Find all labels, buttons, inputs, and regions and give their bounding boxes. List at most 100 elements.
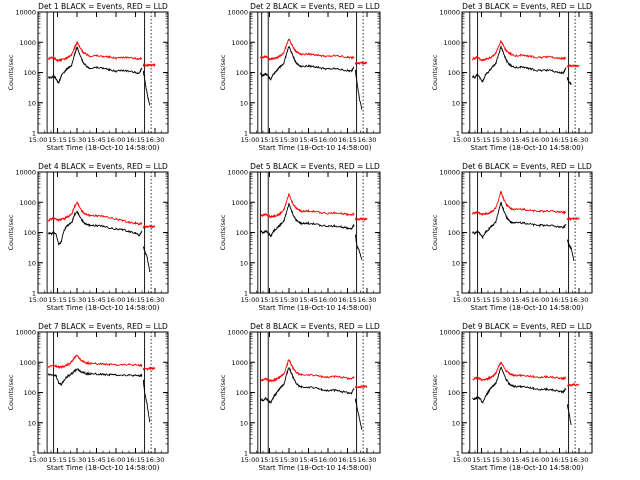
panel-title: Det 2 BLACK = Events, RED = LLD bbox=[250, 2, 380, 11]
x-tick-label: 16:00 bbox=[319, 456, 338, 464]
detector-panel-3: Det 3 BLACK = Events, RED = LLD 1 10 100 100… bbox=[431, 2, 593, 152]
x-tick-label: 15:30 bbox=[492, 456, 511, 464]
x-tick-label: 16:00 bbox=[107, 296, 126, 304]
x-tick-label: 15:15 bbox=[48, 456, 67, 464]
y-tick-label: 100 bbox=[24, 69, 36, 77]
x-tick-label: 15:30 bbox=[280, 456, 299, 464]
y-tick-label: 1 bbox=[456, 290, 460, 298]
events-series-line bbox=[260, 46, 355, 81]
detector-panel-4: Det 4 BLACK = Events, RED = LLD 1 10 100 100… bbox=[7, 162, 169, 312]
lld-tail-line bbox=[354, 61, 368, 66]
y-axis-label: Counts/sec bbox=[431, 54, 439, 90]
x-axis-label: Start Time (18-Oct-10 14:58:00) bbox=[259, 464, 372, 472]
events-series-line bbox=[47, 368, 143, 386]
y-tick-label: 100 bbox=[448, 389, 460, 397]
lld-series-line bbox=[48, 201, 143, 226]
events-series-line bbox=[260, 202, 355, 238]
x-tick-label: 16:00 bbox=[531, 456, 550, 464]
y-tick-label: 10 bbox=[452, 99, 460, 107]
events-tail-line bbox=[142, 379, 151, 423]
x-tick-label: 16:00 bbox=[107, 136, 126, 144]
panel-title: Det 7 BLACK = Events, RED = LLD bbox=[38, 322, 168, 331]
x-tick-label: 15:15 bbox=[472, 136, 491, 144]
x-tick-label: 15:45 bbox=[87, 456, 106, 464]
y-tick-label: 10 bbox=[28, 259, 36, 267]
x-tick-label: 16:00 bbox=[531, 296, 550, 304]
events-tail-line bbox=[566, 77, 572, 85]
plot-frame bbox=[249, 331, 381, 454]
x-tick-label: 15:30 bbox=[68, 136, 87, 144]
y-tick-label: 100 bbox=[448, 229, 460, 237]
detector-panel-9: Det 9 BLACK = Events, RED = LLD 1 10 100 100… bbox=[431, 322, 593, 472]
y-tick-label: 1000 bbox=[443, 199, 460, 207]
y-tick-label: 100 bbox=[24, 229, 36, 237]
y-tick-label: 10000 bbox=[439, 329, 460, 337]
y-tick-label: 10000 bbox=[439, 169, 460, 177]
y-tick-label: 100 bbox=[448, 69, 460, 77]
plot-frame bbox=[37, 171, 169, 294]
x-tick-label: 16:15 bbox=[550, 296, 569, 304]
y-tick-label: 10000 bbox=[227, 329, 248, 337]
y-tick-label: 100 bbox=[236, 69, 248, 77]
y-axis-label: Counts/sec bbox=[219, 54, 227, 90]
detector-panel-2: Det 2 BLACK = Events, RED = LLD 1 10 100 100… bbox=[219, 2, 381, 152]
events-tail-line bbox=[354, 234, 363, 260]
x-tick-label: 15:30 bbox=[68, 456, 87, 464]
x-axis-label: Start Time (18-Oct-10 14:58:00) bbox=[471, 144, 584, 152]
panel-title: Det 8 BLACK = Events, RED = LLD bbox=[250, 322, 380, 331]
y-tick-label: 1000 bbox=[19, 359, 36, 367]
y-tick-label: 1000 bbox=[231, 39, 248, 47]
events-series-line bbox=[48, 46, 143, 84]
y-axis-label: Counts/sec bbox=[431, 374, 439, 410]
y-axis-label: Counts/sec bbox=[219, 214, 227, 250]
y-tick-label: 100 bbox=[236, 229, 248, 237]
x-axis-label: Start Time (18-Oct-10 14:58:00) bbox=[47, 464, 160, 472]
events-tail-line bbox=[566, 239, 575, 261]
x-tick-label: 15:45 bbox=[87, 296, 106, 304]
detector-panel-5: Det 5 BLACK = Events, RED = LLD 1 10 100 100… bbox=[219, 162, 381, 312]
lld-tail-line bbox=[142, 366, 156, 372]
x-tick-label: 15:45 bbox=[511, 456, 530, 464]
lld-tail-line bbox=[567, 382, 580, 388]
x-axis-label: Start Time (18-Oct-10 14:58:00) bbox=[259, 144, 372, 152]
panel-title: Det 9 BLACK = Events, RED = LLD bbox=[462, 322, 592, 331]
lld-series-line bbox=[260, 359, 355, 383]
events-tail-line bbox=[566, 404, 572, 426]
x-tick-label: 16:30 bbox=[146, 296, 165, 304]
y-tick-label: 10 bbox=[240, 259, 248, 267]
lld-tail-line bbox=[566, 215, 580, 222]
x-tick-label: 16:30 bbox=[570, 136, 589, 144]
x-tick-label: 16:30 bbox=[570, 456, 589, 464]
x-tick-label: 15:00 bbox=[241, 296, 260, 304]
x-tick-label: 15:45 bbox=[299, 136, 318, 144]
x-tick-label: 15:30 bbox=[492, 296, 511, 304]
panel-title: Det 3 BLACK = Events, RED = LLD bbox=[462, 2, 592, 11]
y-tick-label: 10 bbox=[28, 419, 36, 427]
y-tick-label: 10 bbox=[452, 419, 460, 427]
plot-frame bbox=[461, 11, 593, 134]
detector-panel-6: Det 6 BLACK = Events, RED = LLD 1 10 100 100… bbox=[431, 162, 593, 312]
x-tick-label: 16:30 bbox=[146, 456, 165, 464]
y-tick-label: 10000 bbox=[15, 329, 36, 337]
x-tick-label: 16:15 bbox=[338, 296, 357, 304]
x-tick-label: 15:00 bbox=[453, 296, 472, 304]
y-tick-label: 100 bbox=[24, 389, 36, 397]
lld-series-line bbox=[471, 190, 567, 216]
y-tick-label: 10000 bbox=[227, 9, 248, 17]
x-tick-label: 15:30 bbox=[280, 296, 299, 304]
x-tick-label: 16:30 bbox=[358, 136, 377, 144]
lld-series-line bbox=[48, 41, 143, 63]
y-tick-label: 10000 bbox=[439, 9, 460, 17]
x-tick-label: 15:00 bbox=[241, 136, 260, 144]
x-tick-label: 15:45 bbox=[511, 296, 530, 304]
y-tick-label: 1000 bbox=[443, 359, 460, 367]
lld-series-line bbox=[259, 38, 355, 61]
x-tick-label: 15:15 bbox=[472, 296, 491, 304]
events-series-line bbox=[259, 367, 355, 404]
y-tick-label: 1 bbox=[244, 290, 248, 298]
lld-tail-line bbox=[142, 62, 156, 68]
events-tail-line bbox=[142, 246, 151, 273]
y-tick-label: 10000 bbox=[15, 9, 36, 17]
events-tail-line bbox=[354, 69, 363, 110]
y-axis-label: Counts/sec bbox=[7, 374, 15, 410]
